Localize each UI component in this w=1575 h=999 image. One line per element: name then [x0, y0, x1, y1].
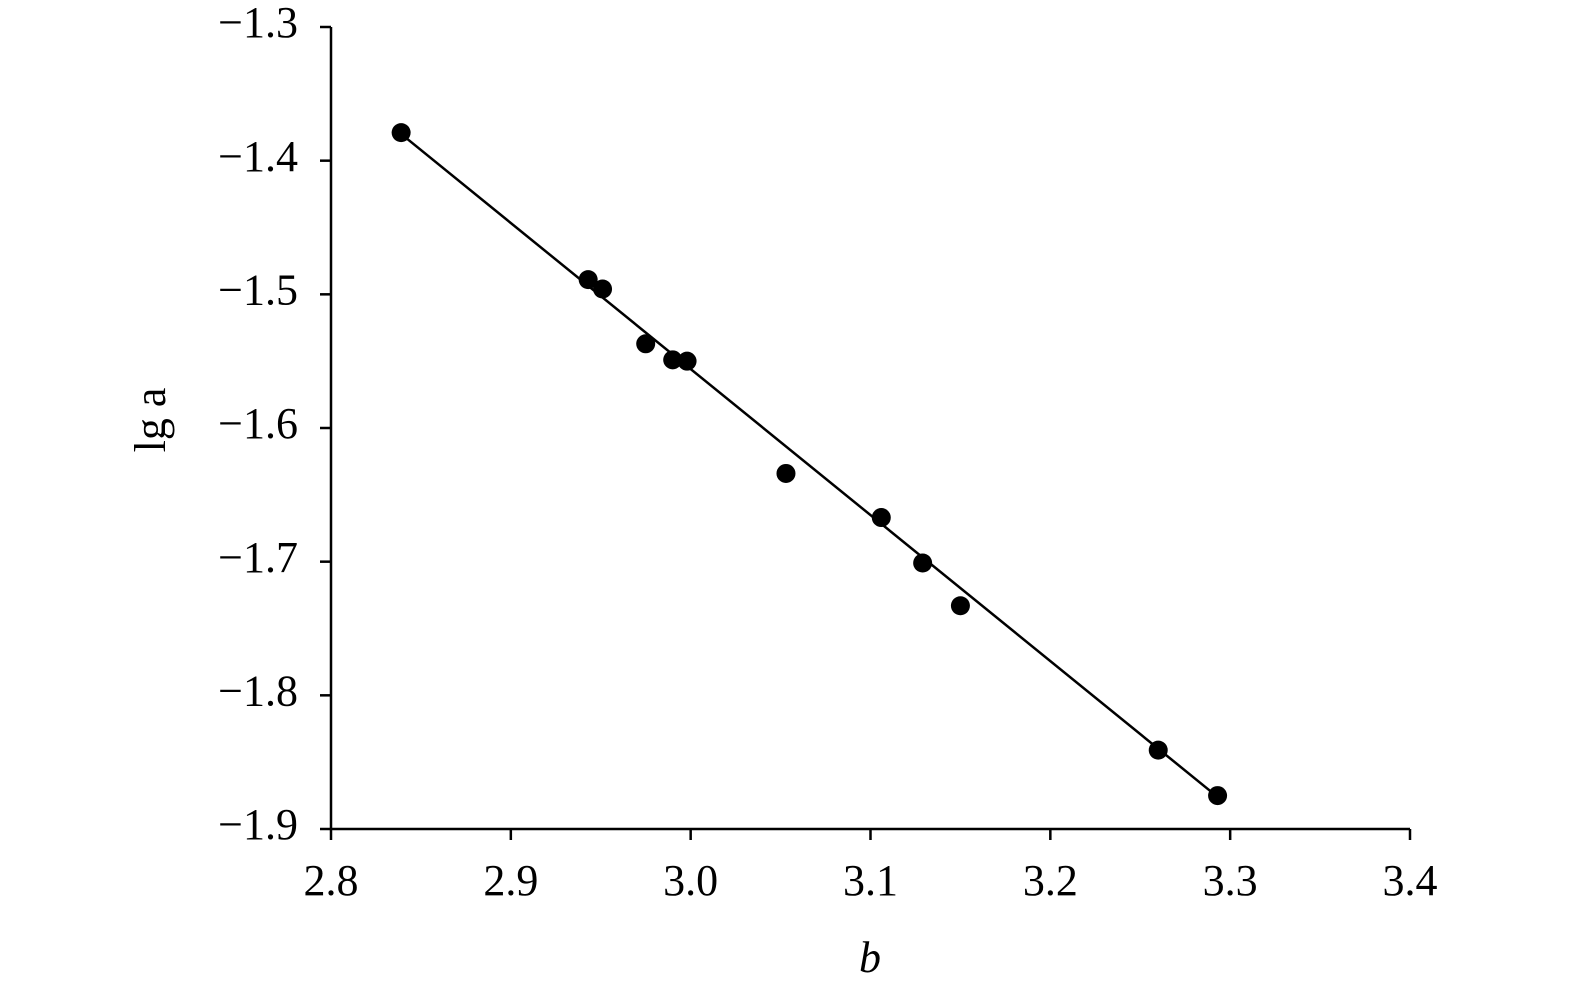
y-tick-label: −1.9 — [218, 800, 298, 849]
data-point — [950, 596, 970, 616]
y-tick-label: −1.8 — [218, 666, 298, 715]
y-tick-label: −1.7 — [218, 533, 298, 582]
data-point — [663, 350, 683, 370]
data-point — [391, 123, 411, 143]
data-point — [1208, 786, 1228, 806]
x-tick-label: 3.0 — [663, 856, 718, 905]
data-point — [871, 508, 891, 528]
x-tick-label: 3.4 — [1383, 856, 1438, 905]
data-point — [776, 463, 796, 483]
x-tick-label: 2.9 — [483, 856, 538, 905]
fit-line — [400, 132, 1219, 798]
data-point — [636, 334, 656, 354]
y-tick-label: −1.5 — [218, 265, 298, 314]
data-point — [1148, 740, 1168, 760]
data-point — [593, 279, 613, 299]
x-tick-label: 3.3 — [1203, 856, 1258, 905]
y-axis-label: lg a — [126, 388, 175, 453]
x-tick-label: 2.8 — [304, 856, 359, 905]
y-tick-label: −1.4 — [218, 132, 298, 181]
x-axis-label: b — [859, 933, 881, 982]
data-point — [578, 270, 598, 290]
data-point — [913, 553, 933, 573]
y-tick-label: −1.3 — [218, 0, 298, 47]
data-point — [677, 351, 697, 371]
x-tick-label: 3.1 — [843, 856, 898, 905]
y-tick-label: −1.6 — [218, 399, 298, 448]
x-tick-label: 3.2 — [1023, 856, 1078, 905]
